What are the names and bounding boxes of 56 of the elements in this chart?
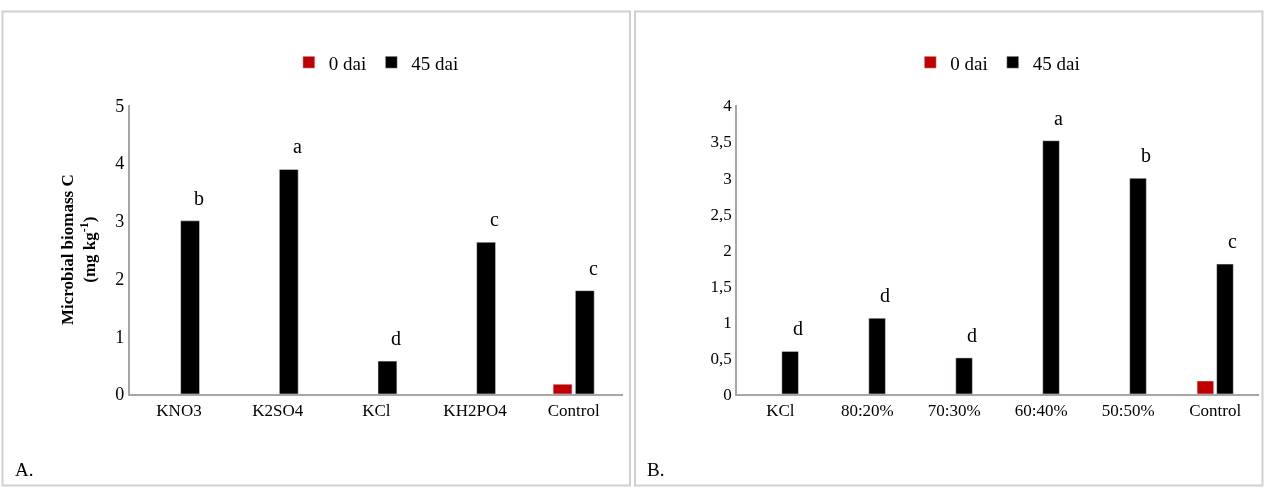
annotation: d (967, 324, 977, 346)
legend-label: 0 dai (950, 52, 988, 74)
x-tick-label: KCl (766, 401, 795, 421)
bar (552, 383, 573, 394)
text: B. (647, 459, 665, 480)
legend-label: 45 dai (1032, 52, 1080, 74)
y-tick-label: 2 (723, 240, 732, 260)
y-tick-label: 5 (115, 95, 125, 116)
annotation: c (490, 208, 499, 230)
bar (377, 360, 398, 394)
x-tick-label: KH2PO4 (443, 401, 508, 421)
text: A. (15, 459, 34, 480)
y-tick-label: 3,5 (710, 132, 732, 152)
bar (476, 241, 496, 394)
bar (1042, 140, 1060, 394)
x-tick-label: 80:20% (840, 401, 894, 421)
bar (1129, 178, 1147, 394)
annotation: a (1054, 107, 1063, 129)
annotation: d (793, 317, 803, 339)
x-tick-label: Control (547, 401, 600, 421)
legend-label: 45 dai (411, 52, 459, 74)
bar (575, 290, 595, 394)
x-tick-label: K2SO4 (252, 401, 304, 421)
bar (781, 351, 799, 394)
annotation: a (293, 135, 302, 157)
x-tick-label: Control (1189, 401, 1242, 421)
annotation: c (1228, 230, 1237, 252)
annotation: c (589, 257, 598, 279)
annotation: b (194, 187, 204, 209)
y-tick-label: 1,5 (710, 276, 732, 296)
y-tick-label: 3 (115, 211, 125, 232)
annotation: d (880, 284, 890, 306)
x-tick-label: KNO3 (156, 401, 202, 421)
bar (955, 357, 973, 394)
y-tick-label: 1 (723, 312, 732, 332)
annotation: b (1141, 144, 1151, 166)
annotation: d (391, 327, 401, 349)
bar (180, 220, 200, 394)
y-tick-label: 0 (723, 384, 732, 404)
y-tick-label: 2 (115, 268, 125, 289)
y-tick-label: 3 (723, 168, 732, 188)
x-tick-label: 50:50% (1101, 401, 1155, 421)
bar (868, 317, 886, 394)
bar (1196, 380, 1214, 394)
y-tick-label: 1 (115, 326, 125, 347)
y-tick-label: 2,5 (710, 204, 732, 224)
y-tick-label: 0,5 (710, 348, 732, 368)
x-tick-label: 60:40% (1014, 401, 1068, 421)
x-tick-label: 70:30% (927, 401, 981, 421)
bar (279, 169, 299, 394)
y-tick-label: 0 (115, 384, 125, 405)
y-tick-label: 4 (115, 153, 125, 174)
x-tick-label: KCl (362, 401, 391, 421)
legend-label: 0 dai (328, 52, 367, 74)
y-tick-label: 4 (723, 96, 733, 116)
bar (1216, 263, 1234, 394)
